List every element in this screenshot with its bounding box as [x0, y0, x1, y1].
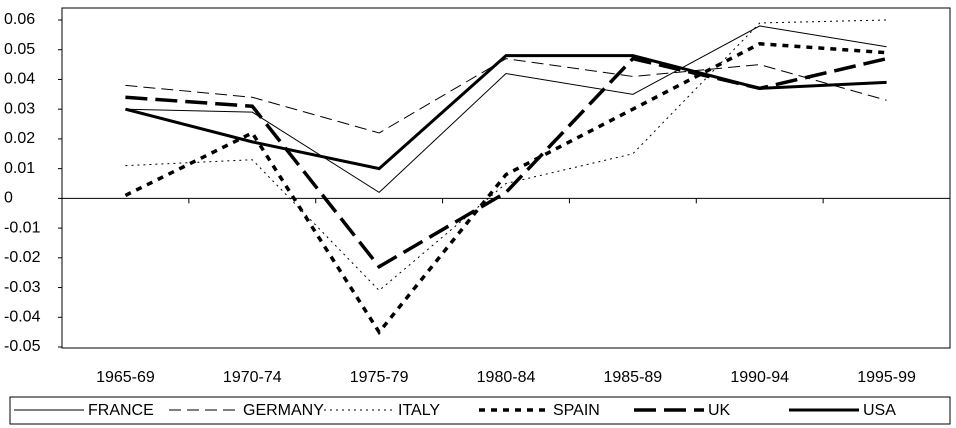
y-tick-label: -0.05 — [4, 338, 41, 355]
y-tick-label: -0.01 — [4, 219, 41, 236]
y-tick-label: 0.03 — [4, 100, 35, 117]
x-tick-label: 1985-89 — [603, 369, 662, 386]
series-line — [125, 56, 887, 270]
legend-label: UK — [708, 402, 731, 419]
y-tick-label: 0.06 — [4, 11, 35, 28]
y-tick-label: -0.03 — [4, 279, 41, 296]
legend-frame — [9, 396, 951, 425]
legend-label: FRANCE — [88, 402, 154, 419]
legend-label: GERMANY — [243, 402, 324, 419]
y-tick-label: 0.05 — [4, 41, 35, 58]
x-tick-label: 1965-69 — [96, 369, 155, 386]
series-line — [125, 25, 887, 194]
series-line — [125, 19, 887, 292]
legend-label: SPAIN — [553, 402, 600, 419]
series-line — [125, 54, 887, 171]
x-tick-label: 1980-84 — [477, 369, 536, 386]
y-tick-label: -0.02 — [4, 249, 41, 266]
y-tick-label: 0.04 — [4, 71, 35, 88]
x-tick-label: 1970-74 — [223, 369, 282, 386]
y-tick-label: 0 — [4, 190, 13, 207]
y-tick-label: 0.02 — [4, 130, 35, 147]
x-tick-label: 1975-79 — [350, 369, 409, 386]
y-tick-label: -0.04 — [4, 308, 41, 325]
plot-frame — [61, 7, 951, 349]
series-line — [124, 42, 887, 336]
series-line — [125, 58, 887, 134]
y-tick-label: 0.01 — [4, 160, 35, 177]
x-tick-label: 1990-94 — [730, 369, 789, 386]
legend-label: ITALY — [398, 402, 440, 419]
legend-label: USA — [863, 402, 896, 419]
x-tick-label: 1995-99 — [857, 369, 916, 386]
